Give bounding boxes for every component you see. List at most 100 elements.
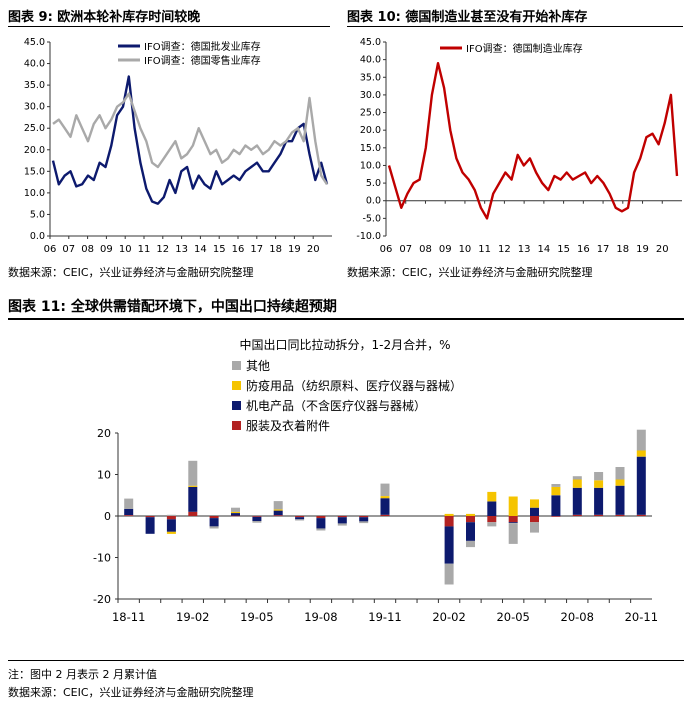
- x-tick-label: 18: [616, 244, 629, 255]
- bar-20-10-s2: [615, 479, 625, 486]
- bar-19-06-s2: [273, 509, 283, 511]
- y-tick-label: 25.0: [360, 108, 381, 119]
- x-tick-label: 08: [81, 244, 94, 255]
- bar-19-06-s3: [273, 510, 283, 516]
- bar-20-03-s4: [466, 516, 475, 523]
- fig9-source: 数据来源：CEIC，兴业证券经济与金融研究院整理: [8, 266, 254, 279]
- fig9-title: 图表 9: 欧洲本轮补库存时间较晚: [8, 10, 201, 25]
- bar-19-08-s1: [316, 528, 326, 531]
- bar-19-07-s4: [295, 516, 305, 518]
- bar-20-03-s2: [466, 513, 475, 516]
- x-tick-label: 20: [656, 244, 669, 255]
- bar-20-11-s1: [636, 429, 646, 451]
- x-tick-label: 15: [557, 244, 570, 255]
- x-tick-label: 07: [399, 244, 412, 255]
- bar-20-08-s2: [572, 479, 582, 488]
- x-tick-label: 10: [119, 244, 132, 255]
- bar-20-06-s1: [530, 522, 539, 533]
- bar-20-06-s2: [530, 499, 539, 508]
- bar-19-10-s4: [359, 516, 369, 518]
- bar-19-10-s1: [359, 521, 369, 524]
- x-tick-label: 07: [62, 244, 75, 255]
- x-tick-label: 20-02: [432, 610, 465, 624]
- bar-19-05-s4: [252, 516, 262, 517]
- bar-20-06-s3: [530, 507, 539, 516]
- x-tick-label: 19-08: [304, 610, 337, 624]
- bar-20-05-s3: [508, 522, 518, 523]
- bar-19-04-s2: [231, 511, 240, 513]
- y-tick-label: -20: [93, 593, 111, 606]
- y-tick-label: 15.0: [24, 166, 45, 177]
- bar-19-11-s1: [380, 483, 390, 496]
- series-line-1: [387, 62, 679, 220]
- fig11-source: 数据来源：CEIC，兴业证券经济与金融研究院整理: [8, 686, 254, 699]
- bar-20-11-s2: [636, 450, 646, 457]
- bar-19-11-s3: [380, 498, 390, 515]
- cropped-text-band: [0, 279, 690, 291]
- bar-19-06-s4: [273, 515, 283, 516]
- legend-label-2: 防疫用品（纺织原料、医疗仪器与器械）: [246, 378, 462, 393]
- fig11-note: 注：图中 2 月表示 2 月累计值: [8, 668, 157, 681]
- y-tick-label: -5.0: [362, 213, 381, 224]
- y-tick-label: 10.0: [360, 160, 381, 171]
- bar-19-01-s4: [166, 516, 176, 520]
- y-tick-label: 10.0: [24, 188, 45, 199]
- bar-20-02-s2: [444, 513, 454, 516]
- x-tick-label: 16: [232, 244, 245, 255]
- bar-20-09-s1: [594, 472, 604, 481]
- x-tick-label: 14: [194, 244, 207, 255]
- y-tick-label: 20.0: [360, 125, 381, 136]
- bar-20-05-s1: [508, 523, 518, 544]
- fig9-line-chart: 0.0 5.0 10.0 15.0 20.0 25.0 30.0 35.0 40.0 45.0 06…: [24, 37, 332, 255]
- y-tick-label: 20: [97, 427, 111, 440]
- x-tick-label: 10: [459, 244, 472, 255]
- x-tick-label: 09: [439, 244, 452, 255]
- bar-20-04-s4: [487, 516, 497, 523]
- bar-19-08-s3: [316, 518, 326, 529]
- bar-20-10-s4: [615, 514, 625, 516]
- bar-20-10-s1: [615, 467, 625, 480]
- bar-19-02-s3: [188, 486, 198, 512]
- fig9-title-rule: [8, 26, 330, 27]
- bar-20-02-s3: [444, 526, 454, 564]
- y-tick-label: 35.0: [360, 72, 381, 83]
- bar-20-09-s2: [594, 480, 604, 488]
- bar-19-09-s4: [337, 516, 347, 518]
- x-tick-label: 13: [518, 244, 531, 255]
- bar-20-07-s1: [551, 484, 561, 487]
- y-tick-label: 45.0: [360, 37, 381, 48]
- legend-label-1: IFO调查：德国制造业库存: [466, 42, 583, 55]
- bar-19-04-s1: [231, 507, 240, 512]
- legend-swatch-1: [232, 361, 241, 370]
- x-tick-label: 12: [156, 244, 169, 255]
- bar-20-05-s2: [508, 496, 518, 516]
- bar-19-02-s2: [188, 485, 198, 487]
- bar-19-06-s1: [273, 501, 283, 510]
- bar-19-04-s3: [231, 513, 240, 516]
- fig10-source: 数据来源：CEIC，兴业证券经济与金融研究院整理: [347, 266, 593, 279]
- chart-title: 中国出口同比拉动拆分，1-2月合并，%: [239, 337, 450, 352]
- fig10-title: 图表 10: 德国制造业甚至没有开始补库存: [347, 10, 588, 25]
- bar-19-10-s3: [359, 517, 369, 522]
- fig11-bottom-rule: [8, 660, 684, 661]
- bar-19-07-s1: [295, 519, 305, 521]
- bar-20-04-s3: [487, 501, 497, 516]
- bar-20-11-s4: [636, 514, 646, 516]
- x-tick-label: 16: [577, 244, 590, 255]
- bar-20-08-s3: [572, 487, 582, 515]
- x-tick-label: 19-11: [368, 610, 401, 624]
- bar-19-03-s4: [209, 516, 219, 519]
- bar-18-12-s3: [145, 517, 155, 534]
- x-tick-label: 19: [636, 244, 649, 255]
- bar-20-09-s4: [594, 514, 604, 516]
- bar-20-08-s1: [572, 476, 582, 480]
- bar-19-03-s3: [209, 518, 219, 527]
- y-tick-label: 45.0: [24, 37, 45, 48]
- bar-18-12-s4: [145, 516, 155, 518]
- x-tick-label: 08: [419, 244, 432, 255]
- bar-18-11-s1: [124, 498, 134, 509]
- bar-19-11-s2: [380, 496, 390, 499]
- bar-19-01-s1: [166, 514, 176, 516]
- x-tick-label: 09: [100, 244, 113, 255]
- series-line-2: [52, 92, 328, 185]
